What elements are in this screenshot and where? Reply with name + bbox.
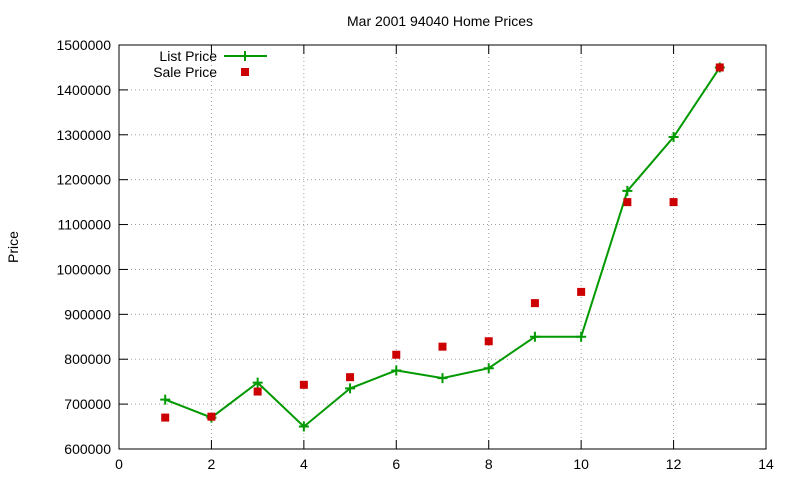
sale-price-point (346, 373, 355, 382)
legend-marker-list-price (240, 51, 250, 61)
y-tick-label: 1200000 (56, 172, 111, 188)
plot-border (118, 44, 767, 450)
sale-price-point (161, 413, 170, 422)
axis-ticks (118, 44, 767, 450)
series-layer (160, 62, 725, 432)
x-tick-label: 12 (666, 456, 682, 472)
legend-marker-sale-price (241, 68, 249, 76)
y-tick-label: 1000000 (56, 261, 111, 277)
y-tick-label: 1500000 (56, 37, 111, 53)
x-tick-label: 4 (300, 456, 308, 472)
x-tick-label: 10 (573, 456, 589, 472)
list-price-point (345, 383, 356, 394)
list-price-point (483, 363, 494, 374)
chart-title: Mar 2001 94040 Home Prices (347, 13, 533, 29)
y-tick-label: 600000 (64, 441, 111, 457)
x-tick-label: 0 (115, 456, 123, 472)
x-tick-label: 14 (758, 456, 774, 472)
sale-price-point (484, 337, 493, 346)
sale-price-point (392, 350, 401, 359)
list-price-point (668, 132, 679, 143)
y-axis-label: Price (5, 231, 21, 263)
x-tick-label: 6 (392, 456, 400, 472)
legend-label-sale-price: Sale Price (153, 64, 217, 80)
list-price-point (298, 421, 309, 432)
list-price-point (622, 185, 633, 196)
list-price-point (391, 365, 402, 376)
list-price-point (437, 373, 448, 384)
list-price-line (164, 66, 721, 428)
legend-label-list-price: List Price (159, 48, 217, 64)
sale-price-point (299, 380, 308, 389)
x-tick-labels: 0 2 4 6 8 10 12 14 (115, 456, 774, 472)
sale-price-point (530, 299, 539, 308)
grid (119, 45, 766, 449)
x-tick-label: 8 (485, 456, 493, 472)
y-tick-label: 800000 (64, 351, 111, 367)
y-tick-label: 900000 (64, 306, 111, 322)
sale-price-point (207, 412, 216, 421)
y-tick-label: 1100000 (58, 217, 112, 233)
x-tick-label: 2 (208, 456, 216, 472)
sale-price-point (623, 198, 632, 207)
sale-price-point (577, 287, 586, 296)
list-price-point (529, 331, 540, 342)
sale-price-point (715, 63, 724, 72)
y-tick-labels: 600000 700000 800000 900000 1000000 1100000 12… (56, 37, 111, 457)
list-price-point (160, 394, 171, 405)
sale-price-point (438, 342, 447, 351)
list-price-point (252, 377, 263, 388)
y-tick-label: 1300000 (56, 127, 111, 143)
sale-price-point (253, 387, 262, 396)
sale-price-point (669, 198, 678, 207)
y-tick-label: 1400000 (56, 82, 111, 98)
list-price-point (576, 331, 587, 342)
y-tick-label: 700000 (64, 396, 111, 412)
